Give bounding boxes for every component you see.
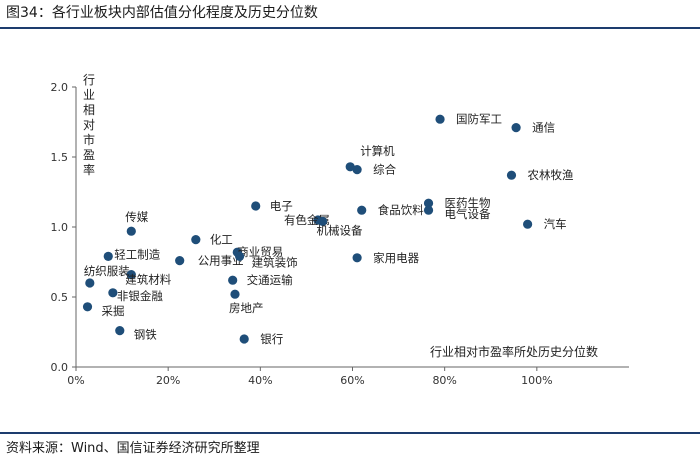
source-note: 资料来源：Wind、国信证券经济研究所整理 (6, 441, 260, 456)
point-label: 食品饮料 (378, 203, 424, 217)
point-label: 建筑装饰 (252, 255, 298, 269)
figure-title: 图34：各行业板块内部估值分化程度及历史分位数 (6, 5, 318, 21)
point-label: 建筑材料 (125, 273, 171, 287)
point-label: 计算机 (360, 144, 395, 158)
data-point (239, 334, 249, 344)
data-point (317, 216, 328, 226)
top-divider (0, 27, 700, 29)
bottom-divider (0, 432, 700, 434)
point-label: 交通运输 (247, 273, 293, 287)
data-point (352, 165, 362, 175)
point-label: 采掘 (102, 304, 125, 318)
data-point (352, 253, 362, 263)
data-point (103, 251, 113, 261)
data-point (506, 170, 517, 180)
data-point (423, 198, 434, 208)
point-label: 家用电器 (373, 251, 419, 265)
y-tick-label: 0.0 (51, 361, 69, 374)
data-point (175, 256, 185, 266)
point-label: 钢铁 (134, 328, 157, 342)
data-point (115, 326, 125, 336)
data-point (345, 162, 355, 172)
y-axis-title: 行业相对市盈率 (83, 73, 95, 177)
data-point (423, 205, 434, 215)
point-label: 房地产 (229, 301, 263, 315)
point-label: 银行 (260, 332, 283, 346)
data-point (126, 226, 136, 236)
x-tick-label: 100% (521, 374, 552, 387)
x-tick-label: 20% (156, 374, 180, 387)
x-tick-label: 40% (248, 374, 272, 387)
data-point (126, 270, 136, 280)
data-point (228, 275, 238, 285)
data-point (191, 235, 201, 245)
data-point (85, 278, 95, 288)
point-label: 医药生物 (445, 196, 491, 210)
data-point (108, 288, 118, 298)
point-label: 公用事业 (198, 254, 244, 268)
point-label: 有色金属 (284, 213, 330, 227)
point-label: 纺织服装 (84, 264, 130, 278)
data-point (435, 114, 445, 124)
point-label: 通信 (532, 121, 555, 135)
y-tick-label: 1.5 (51, 151, 69, 164)
point-label: 电子 (270, 199, 293, 213)
chart-axes: 0.0 0.5 1.0 1.5 2.0 0% 20% 40% 60% 80% 100% 行业相对市盈率… (51, 73, 629, 387)
point-label: 传媒 (125, 210, 148, 224)
point-label: 汽车 (544, 217, 567, 231)
point-label: 综合 (373, 163, 396, 177)
point-label: 非银金融 (117, 289, 163, 303)
x-tick-label: 80% (432, 374, 456, 387)
point-label: 商业贸易 (237, 245, 283, 259)
point-label: 电气设备 (445, 207, 491, 221)
data-point (234, 251, 245, 261)
y-tick-label: 0.5 (51, 291, 69, 304)
point-label: 轻工制造 (114, 247, 160, 261)
point-label: 农林牧渔 (527, 168, 573, 182)
x-axis-title: 行业相对市盈率所处历史分位数 (430, 344, 598, 359)
point-label: 国防军工 (456, 112, 502, 126)
x-tick-label: 60% (340, 374, 364, 387)
data-point (357, 205, 367, 215)
point-label: 机械设备 (317, 223, 363, 237)
y-tick-label: 2.0 (51, 81, 69, 94)
point-label: 化工 (210, 233, 233, 247)
data-point (251, 201, 261, 211)
y-tick-label: 1.0 (51, 221, 69, 234)
data-point (230, 289, 240, 299)
data-point (82, 302, 93, 312)
data-point (523, 219, 533, 229)
data-point (511, 123, 521, 133)
x-tick-label: 0% (67, 374, 84, 387)
